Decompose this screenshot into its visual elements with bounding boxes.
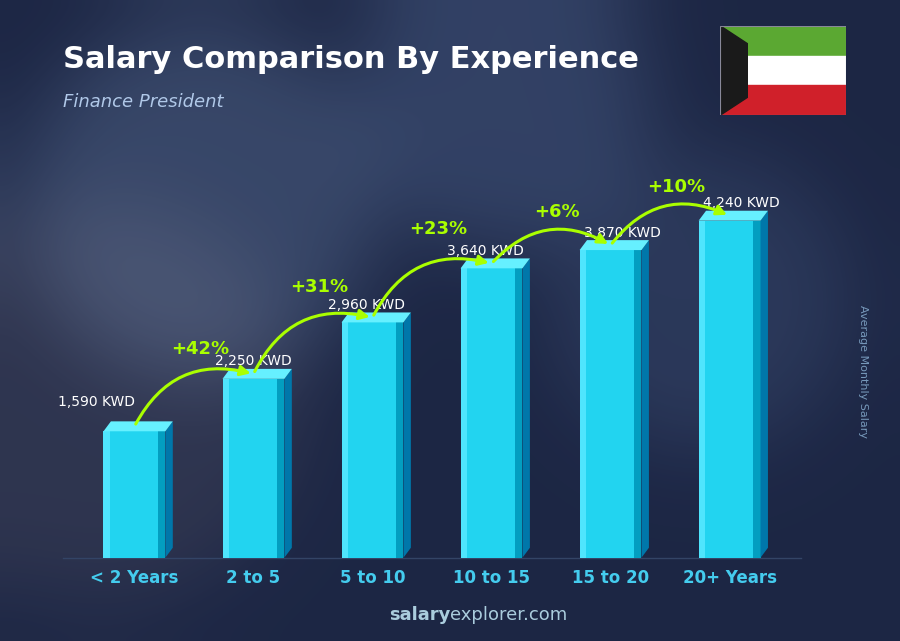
Text: 3,640 KWD: 3,640 KWD <box>447 244 524 258</box>
Text: Average Monthly Salary: Average Monthly Salary <box>859 305 868 438</box>
Bar <box>720 26 846 56</box>
Polygon shape <box>284 369 292 558</box>
Text: 2,250 KWD: 2,250 KWD <box>215 354 292 369</box>
Text: 4,240 KWD: 4,240 KWD <box>703 196 780 210</box>
Text: +31%: +31% <box>290 278 348 296</box>
Polygon shape <box>104 421 173 431</box>
Text: +23%: +23% <box>409 220 467 238</box>
Polygon shape <box>341 312 411 322</box>
Text: +6%: +6% <box>535 203 580 221</box>
Polygon shape <box>523 258 530 558</box>
Bar <box>341 322 347 558</box>
Bar <box>461 269 523 558</box>
Bar <box>720 56 846 85</box>
Bar <box>396 322 403 558</box>
Polygon shape <box>222 369 292 379</box>
Bar <box>104 431 166 558</box>
Text: +10%: +10% <box>647 178 705 196</box>
Text: explorer.com: explorer.com <box>450 606 567 624</box>
Text: 2,960 KWD: 2,960 KWD <box>328 298 405 312</box>
Bar <box>580 250 642 558</box>
Text: +42%: +42% <box>171 340 229 358</box>
Bar <box>515 269 523 558</box>
Text: 1,590 KWD: 1,590 KWD <box>58 395 135 409</box>
Bar <box>461 269 467 558</box>
Bar <box>158 431 166 558</box>
Bar <box>341 322 403 558</box>
Bar <box>698 221 705 558</box>
Text: Finance President: Finance President <box>63 93 223 111</box>
Polygon shape <box>698 211 768 221</box>
Polygon shape <box>760 211 768 558</box>
Text: 3,870 KWD: 3,870 KWD <box>584 226 661 240</box>
Polygon shape <box>461 258 530 269</box>
Polygon shape <box>642 240 649 558</box>
Bar <box>580 250 586 558</box>
Polygon shape <box>166 421 173 558</box>
Bar <box>698 221 760 558</box>
Bar <box>222 379 229 558</box>
Bar <box>753 221 760 558</box>
Polygon shape <box>720 26 747 115</box>
Polygon shape <box>580 240 649 250</box>
Bar <box>634 250 642 558</box>
Bar <box>104 431 110 558</box>
Polygon shape <box>403 312 411 558</box>
Text: salary: salary <box>389 606 450 624</box>
Bar <box>277 379 284 558</box>
Bar <box>222 379 284 558</box>
Text: Salary Comparison By Experience: Salary Comparison By Experience <box>63 45 639 74</box>
Bar <box>720 85 846 115</box>
